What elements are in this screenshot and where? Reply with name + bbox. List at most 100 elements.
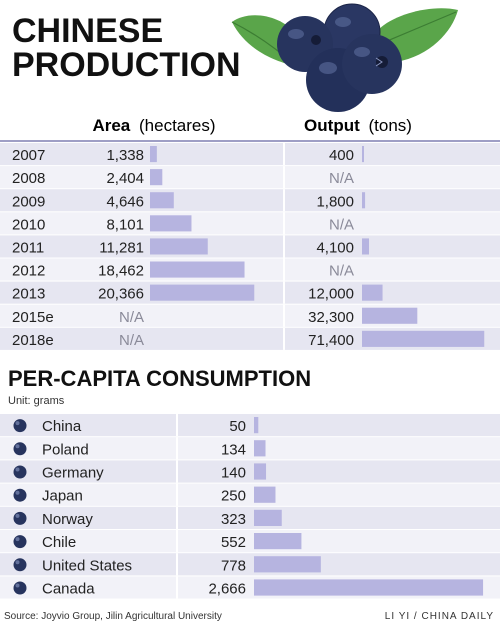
area-value-label: 4,646 (106, 193, 144, 210)
blueberry-bullet-icon (13, 511, 27, 525)
column-divider (176, 553, 178, 576)
consumption-row-bg (0, 553, 500, 576)
column-divider (176, 437, 178, 460)
production-table: 2007 1,338 400 2008 2,404 N/A 2009 4,646 1,800 20… (0, 143, 500, 350)
column-divider (176, 414, 178, 437)
blueberry-bullet-icon (13, 535, 27, 549)
consumption-row-bg (0, 530, 500, 553)
area-value-label: 18,462 (98, 263, 144, 280)
consumption-value-label: 778 (221, 557, 246, 574)
output-value-label: 71,400 (308, 332, 354, 349)
year-label: 2018e (12, 332, 54, 349)
consumption-value-label: 2,666 (208, 581, 246, 598)
column-divider (176, 460, 178, 483)
country-label: Germany (42, 465, 104, 482)
column-divider (283, 189, 285, 212)
blueberry-right (342, 34, 402, 94)
area-bar (150, 146, 157, 163)
year-label: 2007 (12, 147, 45, 164)
consumption-bar (254, 486, 276, 503)
consumption-bar (254, 579, 484, 596)
consumption-table: China 50 Poland 134 Germany 140 Japan 250 Norway… (0, 414, 500, 599)
output-bar (362, 307, 418, 324)
country-label: Chile (42, 534, 76, 551)
area-bar (150, 238, 208, 255)
production-row-bg (0, 166, 500, 189)
output-value-label: 1,800 (316, 193, 354, 210)
consumption-value-label: 552 (221, 534, 246, 551)
blueberry-bullet-highlight (15, 560, 20, 565)
area-bar (150, 169, 163, 186)
country-label: Japan (42, 488, 83, 505)
production-title-line-2: PRODUCTION (12, 46, 241, 84)
credit: LI YI / CHINA DAILY (385, 611, 494, 622)
year-label: 2012 (12, 263, 45, 280)
production-row-bg (0, 212, 500, 235)
production-title-line-1: CHINESE (12, 12, 163, 50)
consumption-row-bg (0, 506, 500, 529)
blueberry-bullet-icon (13, 488, 27, 502)
blueberry-bullet-highlight (15, 444, 20, 449)
column-divider (283, 212, 285, 235)
output-value-label: 4,100 (316, 239, 354, 256)
consumption-row-bg (0, 483, 500, 506)
column-divider (283, 258, 285, 281)
area-value-label: 11,281 (99, 239, 144, 256)
blueberry-bullet-icon (13, 442, 27, 456)
column-divider (283, 281, 285, 304)
country-label: China (42, 418, 82, 435)
blueberry-bullet-highlight (15, 537, 20, 542)
consumption-value-label: 50 (229, 418, 246, 435)
country-label: Norway (42, 511, 93, 528)
column-divider (176, 506, 178, 529)
area-header: Area (hectares) (92, 116, 215, 135)
area-value-label: 2,404 (106, 170, 144, 187)
output-value-label: N/A (329, 170, 354, 187)
consumption-bar (254, 440, 266, 457)
blueberry-bullet-highlight (15, 467, 20, 472)
area-value-label: 1,338 (106, 147, 144, 164)
consumption-value-label: 250 (221, 488, 246, 505)
country-label: Poland (42, 441, 89, 458)
area-bar (150, 261, 245, 278)
consumption-title: PER-CAPITA CONSUMPTION (8, 366, 311, 391)
blueberry-bullet-highlight (15, 490, 20, 495)
blueberry-bullet-icon (13, 419, 27, 433)
consumption-row-bg (0, 414, 500, 437)
production-row-bg (0, 189, 500, 212)
consumption-row-bg (0, 460, 500, 483)
area-value-label: N/A (119, 309, 144, 326)
production-row-bg (0, 258, 500, 281)
column-divider (283, 166, 285, 189)
area-bar (150, 215, 192, 232)
production-row-bg (0, 304, 500, 327)
year-label: 2010 (12, 216, 45, 233)
country-label: Canada (42, 581, 95, 598)
output-value-label: 12,000 (308, 286, 354, 303)
column-divider (283, 327, 285, 350)
consumption-value-label: 323 (221, 511, 246, 528)
consumption-value-label: 134 (221, 441, 246, 458)
area-value-label: N/A (119, 332, 144, 349)
output-value-label: 32,300 (308, 309, 354, 326)
output-bar (362, 238, 370, 255)
unit-label: Unit: grams (8, 395, 65, 407)
output-bar (362, 284, 383, 301)
consumption-row-bg (0, 437, 500, 460)
blueberry-bullet-icon (13, 581, 27, 595)
area-header-name: Area (92, 116, 130, 135)
output-header-unit: (tons) (368, 116, 411, 135)
blueberry-bullet-highlight (15, 513, 20, 518)
output-value-label: N/A (329, 263, 354, 280)
area-bar (150, 284, 255, 301)
year-label: 2009 (12, 193, 45, 210)
column-divider (283, 304, 285, 327)
blueberry-bullet-icon (13, 558, 27, 572)
output-bar (362, 146, 364, 163)
consumption-bar (254, 556, 321, 573)
column-divider (283, 235, 285, 258)
consumption-bar (254, 533, 302, 550)
year-label: 2015e (12, 309, 54, 326)
consumption-bar (254, 463, 267, 480)
